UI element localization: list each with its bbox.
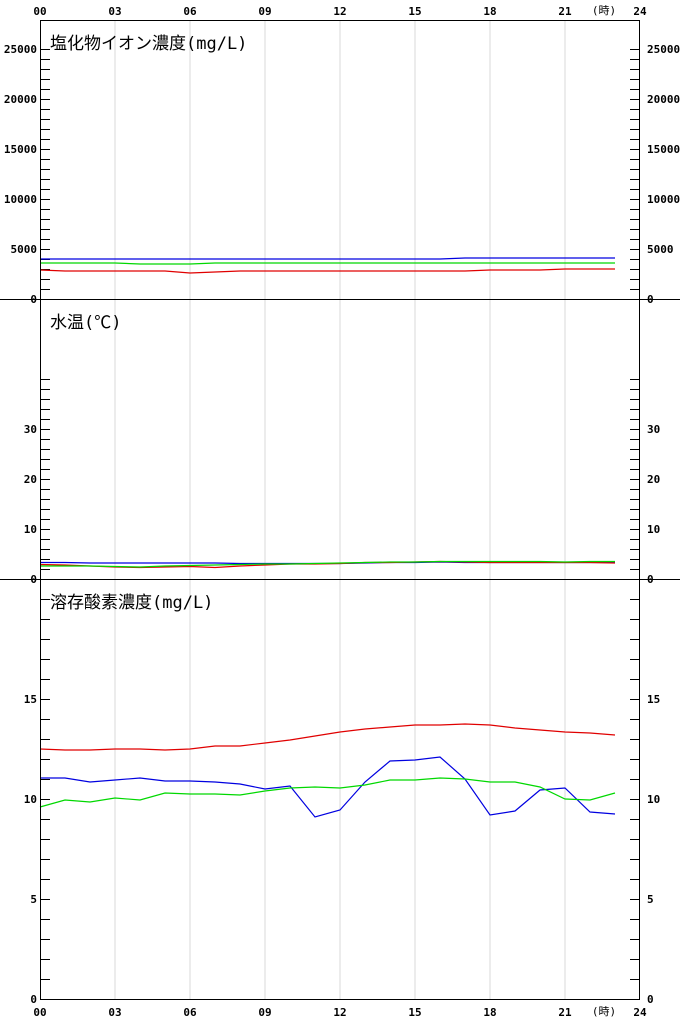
series-line-green bbox=[39, 777, 616, 808]
x-tick-label-top: 21 bbox=[558, 5, 572, 18]
x-tick-label-bottom: 12 bbox=[333, 1006, 346, 1019]
y-tick-label-left: 15 bbox=[24, 693, 37, 706]
y-tick-label-right: 20 bbox=[647, 473, 660, 486]
series-line-blue bbox=[40, 257, 615, 260]
x-tick-label-bottom: 18 bbox=[483, 1006, 496, 1019]
y-tick-label-right: 0 bbox=[647, 993, 654, 1006]
x-tick-label-top: 12 bbox=[333, 5, 346, 18]
x-tick-label-bottom: 21 bbox=[558, 1006, 572, 1019]
y-tick-label-left: 10 bbox=[24, 523, 37, 536]
panel-3: 0 0 5 5 10 10 15 15 溶存酸素濃度(mg/L) bbox=[24, 579, 660, 1006]
x-unit-label-bottom: (時) bbox=[592, 1005, 616, 1018]
x-tick-label-bottom: 09 bbox=[258, 1006, 271, 1019]
y-tick-label-right: 5000 bbox=[647, 243, 674, 256]
y-tick-label-right: 10 bbox=[647, 523, 660, 536]
y-tick-label-left: 30 bbox=[24, 423, 37, 436]
y-tick-label-right: 15 bbox=[647, 693, 660, 706]
y-tick-label-left: 10 bbox=[24, 793, 37, 806]
y-tick-label-left: 0 bbox=[30, 993, 37, 1006]
x-unit-label-top: (時) bbox=[592, 4, 616, 17]
x-tick-label-top: 00 bbox=[33, 5, 46, 18]
y-tick-label-right: 20000 bbox=[647, 93, 680, 106]
series-line-green bbox=[40, 262, 615, 265]
panel-title: 水温(℃) bbox=[50, 313, 121, 333]
x-tick-label-top: 18 bbox=[483, 5, 496, 18]
y-tick-label-left: 20000 bbox=[4, 93, 37, 106]
y-tick-label-left: 5 bbox=[30, 893, 37, 906]
y-tick-label-left: 10000 bbox=[4, 193, 37, 206]
x-tick-label-top: 15 bbox=[408, 5, 421, 18]
series-line-blue bbox=[40, 756, 616, 818]
x-tick-label-bottom: 24 bbox=[633, 1006, 647, 1019]
series-line-green bbox=[40, 560, 615, 568]
x-tick-label-top: 24 bbox=[633, 5, 647, 18]
y-tick-label-right: 10000 bbox=[647, 193, 680, 206]
x-tick-label-bottom: 06 bbox=[183, 1006, 197, 1019]
y-tick-label-left: 5000 bbox=[11, 243, 38, 256]
x-tick-label-bottom: 00 bbox=[33, 1006, 46, 1019]
x-tick-label-top: 03 bbox=[108, 5, 121, 18]
panel-title: 溶存酸素濃度(mg/L) bbox=[50, 593, 213, 613]
y-tick-label-right: 30 bbox=[647, 423, 660, 436]
y-tick-label-right: 10 bbox=[647, 793, 660, 806]
y-tick-label-left: 15000 bbox=[4, 143, 37, 156]
panel-title: 塩化物イオン濃度(mg/L) bbox=[50, 34, 247, 54]
y-tick-label-right: 5 bbox=[647, 893, 654, 906]
x-tick-label-bottom: 15 bbox=[408, 1006, 421, 1019]
x-tick-label-top: 09 bbox=[258, 5, 271, 18]
y-tick-label-right: 25000 bbox=[647, 43, 680, 56]
series-line-red bbox=[39, 723, 616, 751]
y-tick-label-left: 25000 bbox=[4, 43, 37, 56]
series-line-red bbox=[39, 268, 615, 274]
x-tick-label-top: 06 bbox=[183, 5, 197, 18]
y-tick-label-left: 20 bbox=[24, 473, 37, 486]
y-tick-label-right: 15000 bbox=[647, 143, 680, 156]
x-tick-label-bottom: 03 bbox=[108, 1006, 121, 1019]
